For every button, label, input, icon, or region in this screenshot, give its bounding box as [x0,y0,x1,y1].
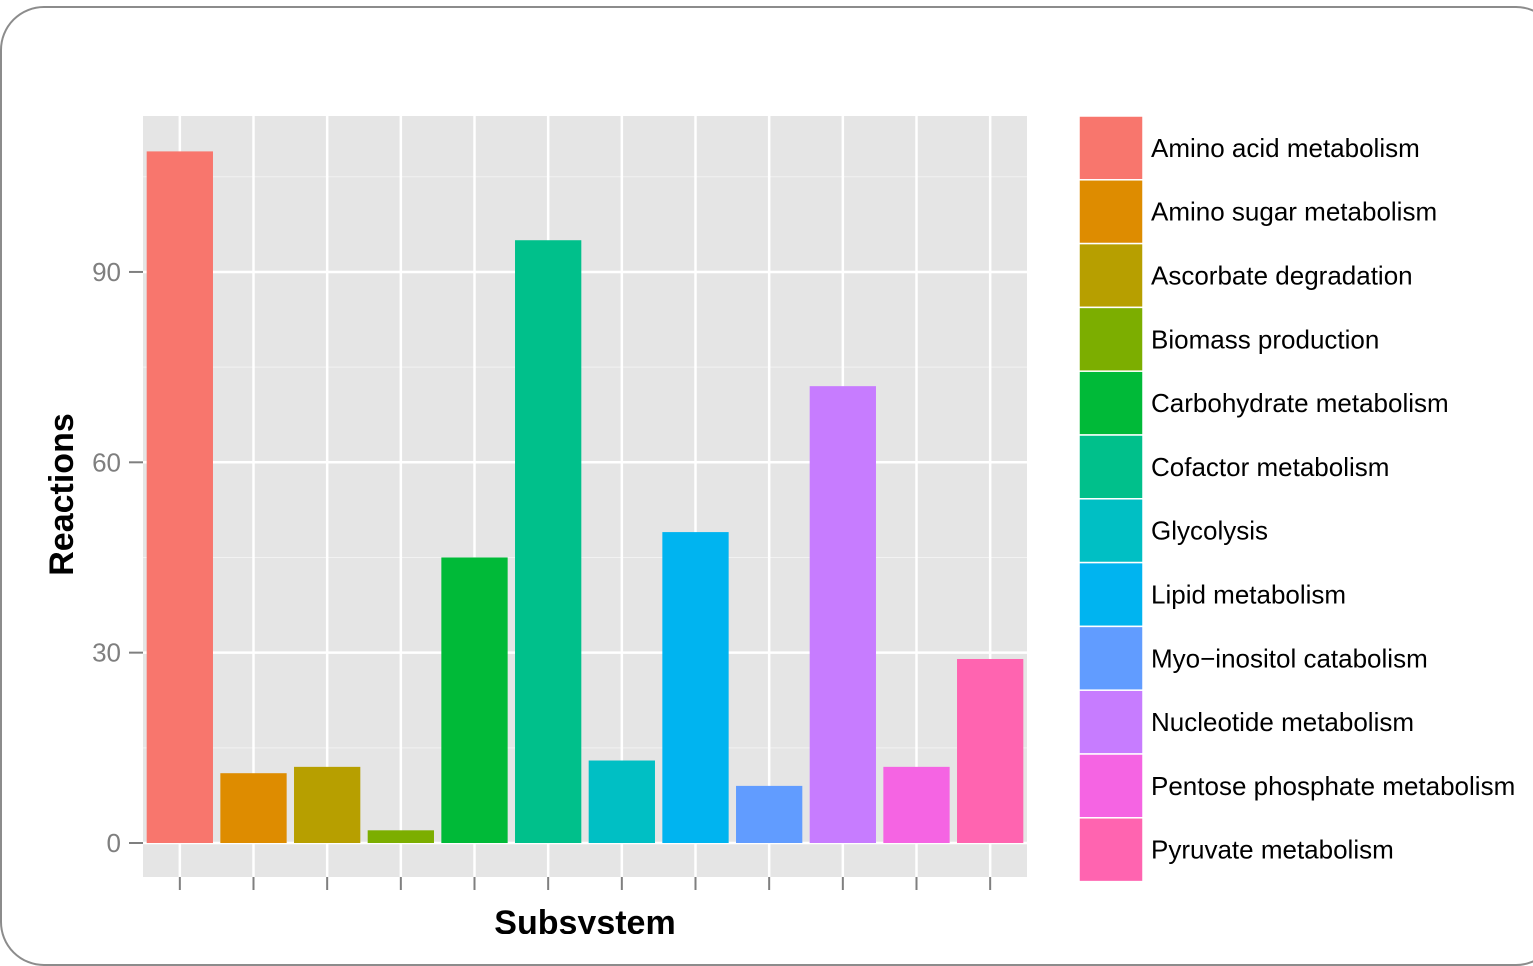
bar [809,386,876,843]
legend-key [1078,434,1144,500]
legend-key [1078,242,1144,309]
legend-label: Amino acid metabolism [1151,133,1420,163]
x-axis-title: Subsystem [494,904,675,934]
x-axis [178,877,992,890]
legend-key [1078,498,1144,564]
legend-key [1078,115,1144,181]
bar [736,785,803,843]
legend-label: Lipid metabolism [1151,580,1346,610]
y-axis: 0 30 60 90 [92,257,143,858]
bar [883,766,950,843]
legend-label: Nucleotide metabolism [1151,707,1414,737]
legend-label: Amino sugar metabolism [1151,197,1437,227]
legend: Amino acid metabolism Amino sugar metabol… [1078,115,1515,883]
bar [294,766,361,843]
bar [367,830,434,843]
legend-key [1078,370,1144,436]
bars [146,151,1024,844]
y-tick-label: 30 [92,638,121,668]
legend-label: Carbohydrate metabolism [1151,388,1449,418]
bar [515,240,582,844]
legend-label: Cofactor metabolism [1151,452,1389,482]
plot-panel [143,116,1027,877]
y-tick-label: 90 [92,257,121,287]
legend-label: Ascorbate degradation [1151,261,1413,291]
bar [957,658,1024,843]
legend-key [1078,306,1144,372]
y-tick-label: 0 [107,828,121,858]
legend-key [1078,561,1144,628]
bar-chart: 0 30 60 90 Reactions Subsystem Amino acid m… [43,115,1515,934]
legend-label: Myo−inositol catabolism [1151,643,1428,673]
legend-key [1078,179,1144,245]
legend-label: Biomass production [1151,324,1379,354]
legend-key [1078,753,1144,819]
legend-label: Pyruvate metabolism [1151,835,1394,865]
y-tick-label: 60 [92,447,121,477]
legend-label: Glycolysis [1151,516,1268,546]
legend-label: Pentose phosphate metabolism [1151,771,1515,801]
bar [146,151,213,843]
legend-key [1078,817,1144,883]
bar [441,557,508,843]
bar [588,760,655,843]
legend-key [1078,625,1144,691]
legend-key [1078,689,1144,755]
y-axis-title: Reactions [43,413,81,576]
bar [662,532,729,843]
bar [220,773,287,843]
